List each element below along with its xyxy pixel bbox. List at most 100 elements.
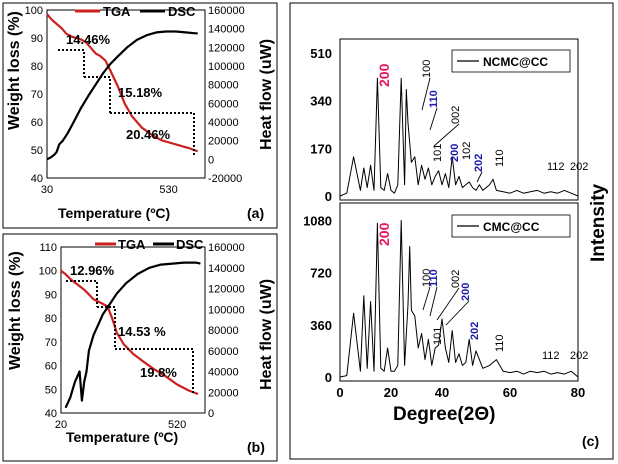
panel-b-plot-area [60, 246, 206, 414]
panel-a-legend-dsc: DSC [168, 4, 196, 19]
panel-a-y2ticklabel: 60000 [208, 98, 239, 110]
panel-c-bottom-peak-label: 202 [469, 322, 481, 340]
panel-b-yticklabel: 60 [45, 361, 57, 373]
panel-c-bottom-peak-label: 202 [570, 350, 588, 362]
panel-c-bottom-yticklabel: 1080 [303, 213, 332, 228]
panel-a-annotation-1: 14.46% [66, 32, 111, 47]
panel-c-label: (c) [582, 433, 599, 449]
panel-b-yticklabel: 50 [45, 384, 57, 396]
panel-a-y2ticklabel: 100000 [208, 61, 245, 73]
panel-b-y2ticklabel: 140000 [208, 263, 245, 275]
panel-c-bottom-legend: CMC@CC [451, 214, 571, 238]
panel-c-top-yticklabel: 340 [310, 94, 332, 109]
panel-b-yticklabel: 70 [45, 337, 57, 349]
panel-b-dsc-line [64, 261, 201, 409]
panel-a-annotation-3: 20.46% [126, 127, 171, 142]
panel-b-yticklabel: 90 [45, 289, 57, 301]
panel-b-y2ticklabel: 40000 [208, 367, 239, 379]
panel-c-top-legend: NCMC@CC [451, 49, 571, 73]
panel-b-legend-dsc: DSC [176, 237, 204, 252]
panel-a-y2label: Heat flow (uW) [258, 39, 275, 150]
panel-a-y2ticklabel: 0 [208, 154, 214, 166]
panel-b-y2ticklabel: 80000 [208, 325, 239, 337]
panel-c-ncmc-pattern [339, 77, 579, 197]
panel-b-step-1 [66, 280, 98, 307]
panel-b-yticklabel: 40 [45, 408, 57, 420]
panel-c-top-peak-label: 112 [547, 161, 565, 173]
panel-c-xticklabel: 20 [384, 385, 398, 400]
panel-b-yticklabel: 100 [39, 266, 57, 278]
panel-a-y2ticklabel: 80000 [208, 80, 239, 92]
panel-a-legend-tga: TGA [103, 4, 131, 19]
panel-a-y2ticklabel: 120000 [208, 42, 245, 54]
panel-c-xlabel: Degree(2Θ) [393, 404, 495, 425]
panel-b-y2ticklabel: 160000 [208, 242, 245, 254]
panel-b-ylabel: Weight loss (%) [7, 251, 24, 370]
panel-c-peak-arrow [421, 77, 431, 111]
panel-b-step-3 [115, 348, 194, 393]
panel-b-y2ticklabel: 100000 [208, 304, 245, 316]
panel-a-yticklabel: 90 [31, 33, 43, 45]
panel-a-legend: TGA DSC [75, 4, 196, 19]
panel-c-lines [339, 77, 579, 378]
panel-b-annotation-1: 12.96% [70, 263, 115, 278]
panel-a-y2ticklabel: 20000 [208, 136, 239, 148]
panel-c-top-peak-label: 200 [449, 144, 461, 162]
panel-c-bottom-legend-text: CMC@CC [483, 220, 540, 234]
panel-a-label: (a) [247, 205, 264, 221]
panel-c-cmc-pattern [339, 219, 579, 378]
panel-b-y2ticklabel: 60000 [208, 346, 239, 358]
panel-b-step-2 [97, 306, 116, 349]
panel-c-top-yticklabel: 170 [310, 141, 332, 156]
panel-c-bottom-peak-label: 110 [428, 269, 440, 287]
panel-c: Intensity Degree(2Θ) (c) 0 170 340 510 0 360 7… [289, 2, 614, 460]
panel-c-bottom-yticklabel: 720 [310, 266, 332, 281]
panel-c-bottom-peak-label: 200 [376, 222, 392, 246]
panel-a-annotation-2: 15.18% [118, 85, 163, 100]
panel-c-peak-arrow [476, 171, 483, 183]
panel-c-bottom-plot-area [339, 202, 579, 382]
panel-a-dotted-steps [58, 49, 195, 157]
panel-c-bottom-yticklabel: 360 [310, 318, 332, 333]
panel-a-plot-area [46, 9, 206, 179]
panel-c-bottom-peak-label: 100 [421, 269, 433, 287]
panel-c-top-peak-label: 200 [376, 63, 392, 87]
panel-a-yticklabel: 100 [25, 5, 43, 17]
panel-c-top-yticklabel: 0 [325, 189, 332, 204]
panel-b-lines [60, 261, 201, 409]
panel-b-ticks: 40 50 60 70 80 90 100 110 0 20000 40000 60000 80000 1… [39, 242, 245, 431]
panel-c-top-legend-box [451, 49, 571, 73]
panel-c-peak-arrow [445, 300, 470, 326]
panel-a-xticklabel: 30 [41, 184, 53, 196]
panel-a-yticklabel: 40 [31, 173, 43, 185]
panel-a-step-2 [84, 76, 111, 113]
panel-b-y2ticklabel: 20000 [208, 387, 239, 399]
panel-b-xticklabel: 520 [168, 419, 186, 431]
panel-c-xticklabel: 40 [435, 385, 449, 400]
panel-a-y2ticklabel: 40000 [208, 117, 239, 129]
panel-c-bottom-peak-label: 002 [450, 270, 462, 288]
panel-c-top-legend-text: NCMC@CC [483, 55, 548, 69]
panel-b-frame [2, 233, 278, 462]
panel-c-top-plot-area [339, 38, 579, 201]
panel-c-bottom-peak-label: 112 [542, 350, 560, 362]
panel-c-top-peak-label: 100 [421, 60, 433, 78]
panel-c-top-yticklabel: 510 [310, 46, 332, 61]
panel-c-bottom-yticklabel: 0 [325, 370, 332, 385]
panel-c-top-peak-label: 202 [473, 154, 485, 172]
panel-b-y2label: Heat flow (uW) [258, 279, 275, 390]
panel-b-legend-tga: TGA [118, 237, 146, 252]
panel-c-ylabel: Intensity [588, 183, 609, 262]
panel-a-frame [2, 2, 278, 229]
panel-c-top-peak-label: 002 [450, 106, 462, 124]
panel-c-bottom-peak-label: 101 [432, 327, 444, 345]
panel-a-yticklabel: 80 [31, 61, 43, 73]
panel-c-xticklabel: 0 [336, 385, 343, 400]
panel-a-yticklabel: 50 [31, 145, 43, 157]
panel-a-xlabel: Temperature (ºC) [58, 205, 170, 221]
panel-b-annotation-2: 14.53 % [118, 324, 166, 339]
panel-c-top-peak-label: 102 [461, 142, 473, 160]
panel-c-ticks: 0 170 340 510 0 360 720 1080 0 20 40 60 80 [303, 46, 585, 400]
panel-a-ticks: 40 50 60 70 80 90 100 -20000 0 20000 40000 60000 800… [25, 5, 245, 196]
